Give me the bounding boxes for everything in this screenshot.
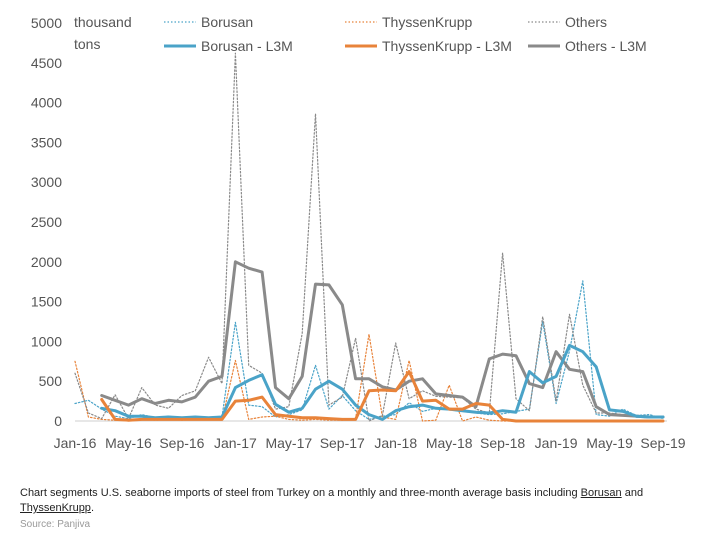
y-tick-label: 1000	[31, 333, 62, 349]
thyssenkrupp-link[interactable]: ThyssenKrupp	[20, 502, 91, 514]
line-chart: 0 500 1000 1500 2000 2500 3000 3500 4000 4500 5000…	[31, 14, 686, 451]
x-tick-label: May-18	[426, 435, 473, 451]
y-tick-label: 3000	[31, 174, 62, 190]
series-line-others-l3m	[100, 260, 665, 419]
series-line-borusan	[74, 280, 664, 420]
legend-label: ThyssenKrupp - L3M	[382, 38, 512, 54]
legend-label: ThyssenKrupp	[382, 14, 472, 30]
y-tick-label: 500	[39, 373, 63, 389]
x-tick-label: Sep-18	[480, 435, 525, 451]
source-note: Source: Panjiva	[20, 519, 91, 530]
caption-middle: and	[621, 487, 644, 499]
y-axis: 0 500 1000 1500 2000 2500 3000 3500 4000 4500 5000	[31, 15, 62, 429]
caption-suffix: .	[90, 502, 94, 514]
y-tick-label: 4000	[31, 95, 62, 111]
x-tick-label: Jan-16	[54, 435, 97, 451]
series-layer	[74, 52, 665, 423]
y-axis-label-line1: thousand	[74, 14, 132, 30]
legend-label: Others - L3M	[565, 38, 647, 54]
legend-label: Borusan - L3M	[201, 38, 293, 54]
x-tick-label: May-19	[586, 435, 633, 451]
x-tick-label: Sep-17	[320, 435, 365, 451]
x-tick-label: Sep-19	[640, 435, 685, 451]
x-tick-label: Jan-17	[214, 435, 257, 451]
legend: Borusan ThyssenKrupp Others Borusan - L3M Th…	[164, 14, 647, 54]
legend-label: Borusan	[201, 14, 253, 30]
y-axis-label-line2: tons	[74, 36, 100, 52]
x-tick-label: Jan-19	[535, 435, 578, 451]
y-tick-label: 0	[54, 413, 62, 429]
borusan-link[interactable]: Borusan	[580, 487, 622, 499]
y-tick-label: 5000	[31, 15, 62, 31]
x-tick-label: May-16	[105, 435, 152, 451]
x-tick-label: Sep-16	[159, 435, 204, 451]
y-tick-label: 3500	[31, 134, 62, 150]
series-line-thyssenkrupp-l3m	[100, 370, 665, 423]
legend-label: Others	[565, 14, 607, 30]
caption-prefix: Chart segments U.S. seaborne imports of …	[20, 487, 581, 499]
x-tick-label: Jan-18	[374, 435, 417, 451]
x-tick-label: May-17	[265, 435, 312, 451]
y-tick-label: 4500	[31, 55, 62, 71]
y-tick-label: 2000	[31, 254, 62, 270]
x-axis: Jan-16 May-16 Sep-16 Jan-17 May-17 Sep-17 Jan-…	[54, 435, 686, 451]
y-tick-label: 1500	[31, 294, 62, 310]
chart-caption: Chart segments U.S. seaborne imports of …	[20, 486, 700, 516]
series-line-borusan-l3m	[100, 343, 665, 421]
y-tick-label: 2500	[31, 214, 62, 230]
series-line-others	[74, 52, 664, 422]
